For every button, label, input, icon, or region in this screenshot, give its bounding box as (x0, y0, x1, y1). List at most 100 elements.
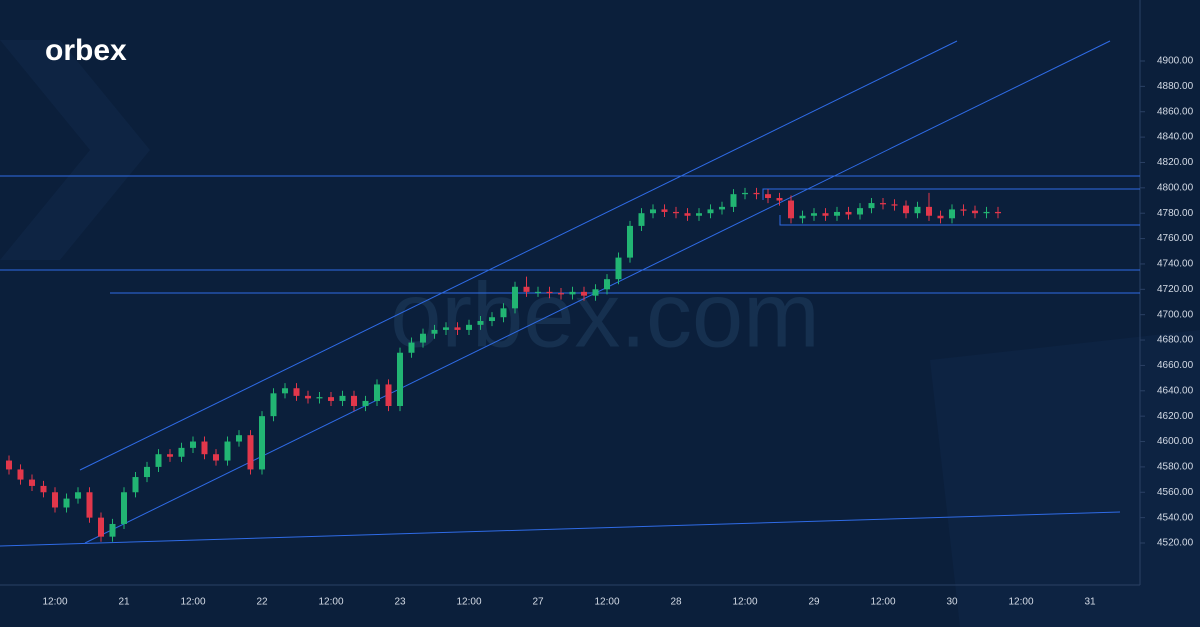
y-tick-label: 4860.00 (1157, 106, 1194, 117)
y-tick-label: 4680.00 (1157, 335, 1194, 346)
candle-body (903, 205, 909, 214)
candle-body (558, 293, 564, 295)
candle-body (949, 209, 955, 219)
candle-body (799, 215, 806, 219)
y-tick-label: 4700.00 (1157, 309, 1194, 320)
candle-body (213, 454, 219, 461)
x-tick-label: 28 (670, 597, 682, 608)
candle-body (98, 517, 104, 537)
y-tick-label: 4720.00 (1157, 284, 1194, 295)
x-tick-label: 22 (256, 597, 268, 608)
candle-body (569, 291, 576, 295)
candle-body (776, 197, 783, 201)
candle-body (190, 441, 196, 448)
decor (0, 40, 150, 260)
candle-body (615, 257, 622, 280)
candle-body (29, 479, 35, 486)
candle-body (247, 435, 254, 470)
candle-body (75, 492, 81, 499)
candle-body (914, 206, 921, 214)
x-tick-label: 12:00 (1008, 597, 1033, 608)
candle-body (995, 211, 1001, 214)
x-tick-label: 30 (946, 597, 958, 608)
candle-body (972, 210, 978, 214)
y-tick-label: 4880.00 (1157, 81, 1194, 92)
y-tick-label: 4520.00 (1157, 538, 1194, 549)
candle-body (17, 469, 24, 480)
candle-body (443, 327, 449, 330)
candle-body (259, 416, 265, 470)
candle-body (109, 523, 116, 537)
candle-body (730, 194, 737, 207)
candle-body (673, 211, 679, 214)
x-tick-label: 27 (532, 597, 544, 608)
candle-body (63, 498, 70, 508)
candle-body (270, 393, 277, 417)
candle-body (535, 291, 541, 293)
candle-body (374, 384, 380, 401)
candle-body (454, 327, 461, 330)
candle-body (86, 492, 93, 518)
y-tick-label: 4780.00 (1157, 208, 1194, 219)
candle-body (604, 279, 610, 290)
candle-body (155, 454, 162, 467)
candle-body (201, 441, 208, 455)
logo: orbex (45, 34, 127, 67)
candle-body (500, 308, 507, 318)
x-tick-label: 31 (1084, 597, 1096, 608)
range-box (779, 215, 1140, 226)
candle-body (489, 317, 495, 322)
candle-body (719, 206, 725, 210)
candle-body (523, 286, 530, 292)
candle-body (742, 192, 748, 195)
candle-body (650, 209, 656, 214)
y-tick-label: 4900.00 (1157, 56, 1194, 67)
decor (930, 330, 1200, 627)
x-tick-label: 29 (808, 597, 820, 608)
x-tick-label: 12:00 (594, 597, 619, 608)
candle-body (891, 204, 898, 206)
candle-body (339, 395, 346, 401)
candle-body (546, 291, 553, 294)
y-tick-label: 4580.00 (1157, 462, 1194, 473)
candle-body (592, 289, 599, 296)
y-tick-label: 4740.00 (1157, 259, 1194, 270)
candle-body (753, 192, 760, 195)
y-tick-label: 4760.00 (1157, 233, 1194, 244)
candle-body (351, 395, 357, 407)
candle-body (224, 441, 231, 461)
y-tick-label: 4660.00 (1157, 360, 1194, 371)
candle-body (512, 286, 518, 309)
candle-body (811, 213, 817, 216)
candle-body (857, 208, 863, 215)
candle-body (983, 211, 990, 214)
candle-body (926, 206, 932, 216)
candle-body (822, 213, 829, 216)
candle-body (408, 342, 415, 353)
y-tick-label: 4820.00 (1157, 157, 1194, 168)
x-tick-label: 12:00 (180, 597, 205, 608)
x-tick-label: 12:00 (732, 597, 757, 608)
candle-body (282, 388, 288, 394)
candle-body (236, 435, 242, 442)
range-box (762, 188, 1140, 200)
drawing-lines (0, 40, 1140, 547)
y-tick-label: 4840.00 (1157, 132, 1194, 143)
candle-body (328, 397, 334, 401)
y-tick-label: 4620.00 (1157, 411, 1194, 422)
x-tick-label: 12:00 (870, 597, 895, 608)
candle-body (52, 492, 58, 508)
candle-body (627, 225, 633, 258)
candle-body (581, 291, 587, 296)
candle-body (868, 203, 875, 209)
x-tick-label: 21 (118, 597, 130, 608)
candle-body (293, 388, 300, 396)
candle-body (845, 211, 852, 215)
x-tick-label: 12:00 (456, 597, 481, 608)
candle-body (178, 447, 185, 457)
candle-body (420, 333, 426, 343)
candle-body (788, 200, 794, 219)
candle-body (661, 209, 668, 212)
candle-body (6, 460, 12, 470)
